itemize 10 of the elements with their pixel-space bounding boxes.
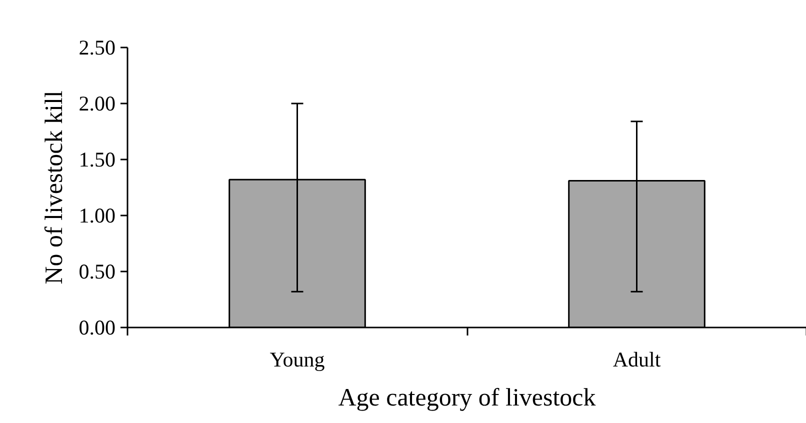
x-tick-label: Adult <box>612 348 661 372</box>
y-tick-label: 1.00 <box>78 204 116 228</box>
y-tick-label: 0.50 <box>78 260 116 284</box>
y-tick-label: 1.50 <box>78 148 116 172</box>
y-axis-title: No of livestock kill <box>40 90 68 284</box>
x-tick-label: Young <box>270 348 326 372</box>
y-tick-label: 2.00 <box>78 92 116 116</box>
y-tick-label: 2.50 <box>78 36 116 60</box>
y-tick-label: 0.00 <box>78 316 116 340</box>
x-axis-title: Age category of livestock <box>338 384 596 412</box>
